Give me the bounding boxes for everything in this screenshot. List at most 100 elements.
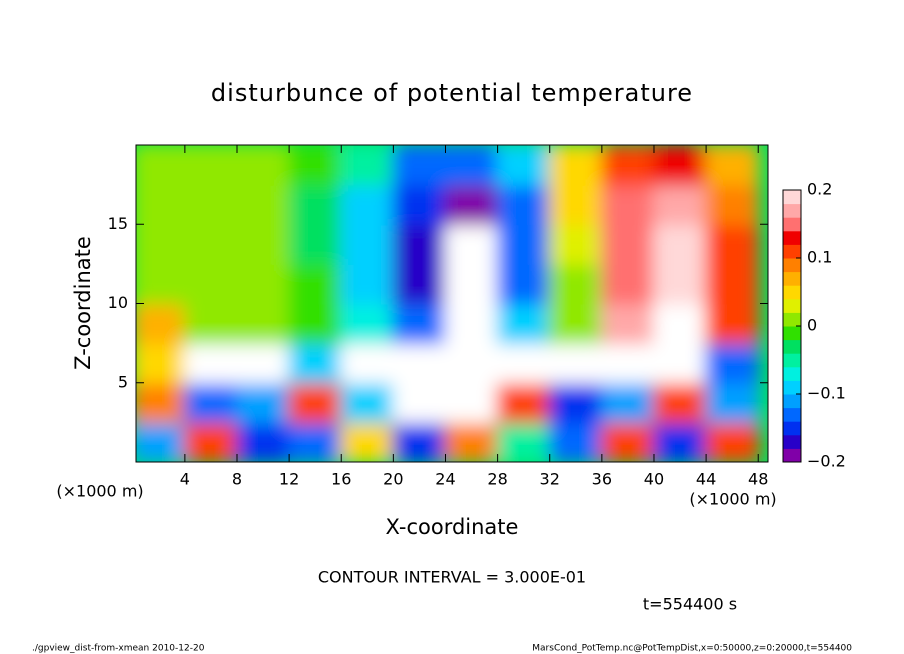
x-tick-label: 40 (644, 470, 664, 489)
colorbar-segment (783, 203, 801, 218)
field-cell (496, 302, 551, 345)
field-cell (652, 183, 708, 226)
colorbar: −0.2 −0.1 0 0.1 0.2 (783, 180, 846, 471)
field-cell (705, 381, 760, 424)
x-tick-label: 24 (435, 470, 455, 489)
field-cell (340, 262, 395, 305)
field-cell (183, 302, 238, 345)
field-cell (392, 302, 447, 345)
field-cell (444, 145, 499, 186)
field-cell (705, 183, 760, 226)
x-tick-label: 48 (748, 470, 768, 489)
field-cell (444, 302, 499, 345)
field-cell (600, 342, 655, 384)
field-cell (340, 381, 395, 424)
field-cell (705, 302, 760, 345)
colorbar-segment (783, 339, 801, 354)
field-cell (136, 223, 186, 265)
field-cell (705, 145, 760, 186)
y-axis-label: Z-coordinate (71, 236, 95, 370)
colorbar-segment (783, 394, 801, 409)
y-tick-label: 5 (118, 372, 128, 391)
field-cell (392, 183, 447, 226)
field-cell (444, 262, 499, 305)
colorbar-segment (783, 353, 801, 368)
field-cell (136, 183, 186, 226)
field-cell (705, 223, 760, 265)
field-cell (444, 421, 499, 462)
field-cell (288, 421, 343, 462)
colorbar-tick-label: 0 (807, 316, 817, 335)
y-tick-label: 15 (108, 214, 128, 233)
field-cell (444, 183, 499, 226)
plot-area (136, 145, 768, 462)
field-cell (600, 302, 655, 345)
field-cell (548, 262, 603, 305)
field-cell (652, 302, 708, 345)
colorbar-segment (783, 434, 801, 449)
field-cell (288, 145, 343, 186)
field (136, 145, 760, 462)
colorbar-segment (783, 271, 801, 286)
x-tick-label: 36 (592, 470, 612, 489)
footer-right: MarsCond_PotTemp.nc@PotTempDist,x=0:5000… (532, 644, 852, 654)
field-cell (496, 342, 551, 384)
x-axis-label: X-coordinate (386, 515, 519, 539)
field-cell (600, 183, 655, 226)
field-cell (235, 145, 291, 186)
field-cell (392, 262, 447, 305)
field-cell (136, 262, 186, 305)
field-cell (652, 342, 708, 384)
field-cell (183, 342, 238, 384)
field-cell (183, 145, 238, 186)
field-cell (548, 183, 603, 226)
field-cell (548, 302, 603, 345)
field-cell (705, 262, 760, 305)
field-cell (340, 342, 395, 384)
time-label: t=554400 s (643, 595, 737, 614)
field-cell (392, 223, 447, 265)
y-tick-label: 10 (108, 293, 128, 312)
colorbar-segment (783, 326, 801, 341)
colorbar-tick-label: −0.1 (807, 384, 846, 403)
x-tick-label: 12 (279, 470, 299, 489)
field-cell (235, 262, 291, 305)
field-cell (183, 183, 238, 226)
x-unit: (×1000 m) (689, 490, 776, 509)
field-cell (340, 421, 395, 462)
field-cell (288, 342, 343, 384)
field-cell (444, 381, 499, 424)
field-cell (392, 145, 447, 186)
field-cell (235, 183, 291, 226)
field-cell (288, 302, 343, 345)
field-cell (183, 262, 238, 305)
colorbar-segment (783, 366, 801, 381)
field-cell (444, 342, 499, 384)
field-cell (288, 262, 343, 305)
field-cell (496, 223, 551, 265)
colorbar-segment (783, 244, 801, 259)
field-cell (548, 223, 603, 265)
colorbar-segment (783, 230, 801, 245)
x-tick-label: 4 (180, 470, 190, 489)
field-cell (496, 381, 551, 424)
field-cell (548, 381, 603, 424)
x-tick-label: 16 (331, 470, 351, 489)
colorbar-segment (783, 285, 801, 300)
colorbar-segment (783, 258, 801, 273)
field-cell (496, 183, 551, 226)
x-tick-label: 20 (383, 470, 403, 489)
field-cell (235, 342, 291, 384)
field-cell (652, 421, 708, 462)
field-cell (392, 342, 447, 384)
colorbar-frame (782, 189, 802, 463)
field-cell (496, 145, 551, 186)
field-cell (496, 421, 551, 462)
x-tick-label: 32 (540, 470, 560, 489)
field-cell (548, 342, 603, 384)
field-cell (652, 381, 708, 424)
field-cell (288, 381, 343, 424)
colorbar-segment (783, 312, 801, 327)
colorbar-segment (783, 190, 801, 205)
